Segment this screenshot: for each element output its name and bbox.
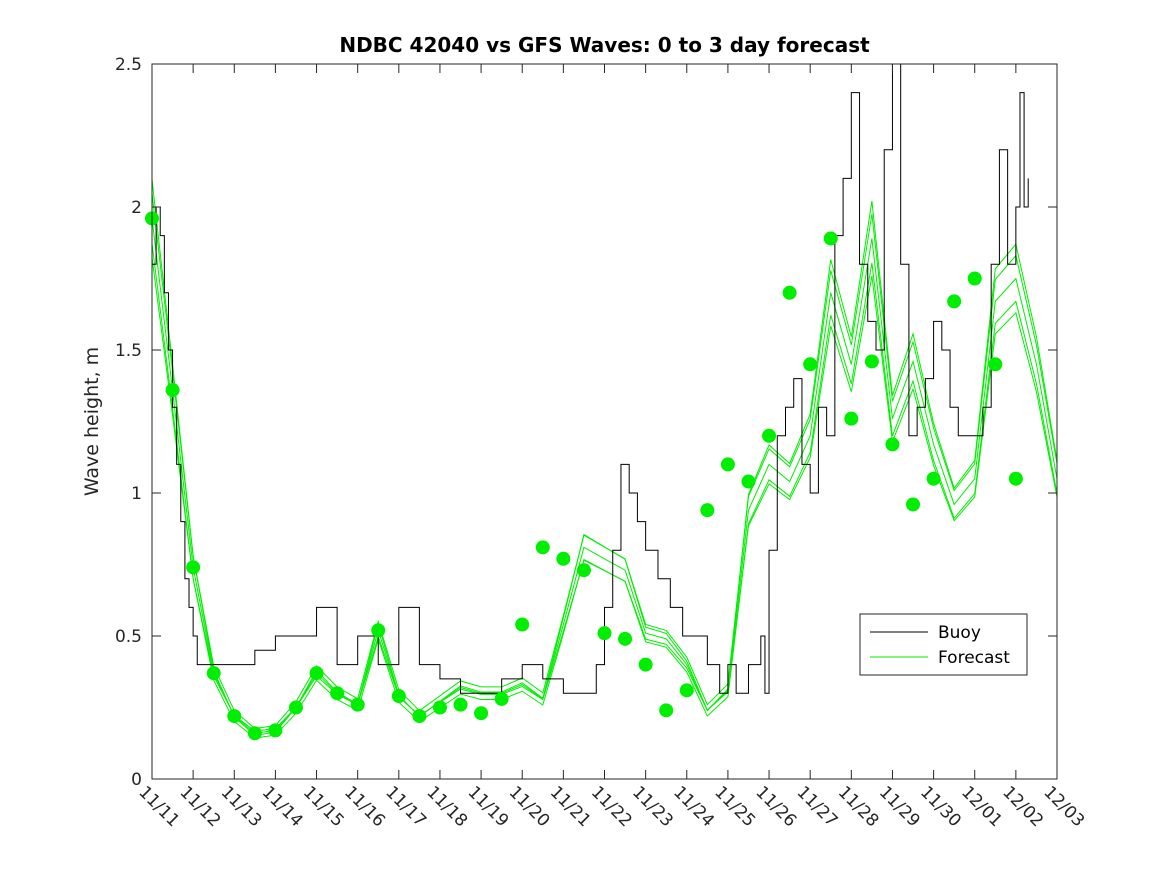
forecast-point [288, 700, 303, 715]
forecast-point [371, 623, 386, 638]
x-tick-label: 11/24 [669, 782, 718, 831]
x-tick-label: 11/20 [505, 782, 554, 831]
forecast-point [700, 503, 715, 518]
forecast-point [165, 383, 180, 398]
forecast-ensemble-line [151, 257, 1058, 732]
y-tick-label: 2.5 [115, 55, 142, 75]
forecast-point [330, 686, 345, 701]
x-tick-label: 12/02 [998, 782, 1047, 831]
x-tick-label: 11/13 [217, 782, 266, 831]
forecast-point [906, 497, 921, 512]
buoy-series-line [152, 63, 1029, 694]
forecast-point [844, 411, 859, 426]
forecast-ensemble-line [151, 179, 1058, 736]
forecast-point [947, 294, 962, 309]
x-tick-label: 11/14 [258, 782, 307, 831]
forecast-point [227, 709, 242, 724]
forecast-point [515, 617, 530, 632]
x-tick-label: 11/16 [340, 782, 389, 831]
forecast-point [350, 697, 365, 712]
forecast-point [576, 563, 591, 578]
chart-title: NDBC 42040 vs GFS Waves: 0 to 3 day fore… [339, 33, 870, 57]
forecast-point [597, 626, 612, 641]
forecast-point [432, 700, 447, 715]
x-tick-label: 11/26 [752, 782, 801, 831]
forecast-point [247, 726, 262, 741]
forecast-point [268, 723, 283, 738]
forecast-point [535, 540, 550, 555]
x-tick-label: 11/29 [875, 782, 924, 831]
forecast-point [391, 689, 406, 704]
x-tick-label: 11/11 [134, 782, 183, 831]
forecast-point [741, 474, 756, 489]
x-tick-label: 11/21 [546, 782, 595, 831]
forecast-point [453, 697, 468, 712]
forecast-point [926, 471, 941, 486]
forecast-point [638, 657, 653, 672]
y-tick-label: 1 [131, 484, 142, 504]
forecast-lines [151, 179, 1058, 739]
forecast-point [679, 683, 694, 698]
legend: Buoy Forecast [859, 613, 1028, 676]
x-tick-label: 12/03 [1039, 782, 1088, 831]
legend-box [859, 613, 1028, 676]
x-tick-label: 12/01 [957, 782, 1006, 831]
y-axis-label: Wave height, m [81, 347, 103, 496]
forecast-point [309, 666, 324, 681]
x-tick-label: 11/28 [834, 782, 883, 831]
x-tick-label: 11/27 [793, 782, 842, 831]
forecast-point [720, 457, 735, 472]
forecast-point [412, 709, 427, 724]
legend-label-forecast: Forecast [938, 648, 1010, 668]
x-tick-label: 11/23 [628, 782, 677, 831]
forecast-point [474, 706, 489, 721]
x-tick-label: 11/12 [176, 782, 225, 831]
axes: 00.511.522.511/1111/1211/1311/1411/1511/… [115, 55, 1088, 831]
forecast-point [186, 560, 201, 575]
x-tick-label: 11/22 [587, 782, 636, 831]
forecast-point [206, 666, 221, 681]
y-tick-label: 0.5 [115, 627, 142, 647]
x-tick-label: 11/30 [916, 782, 965, 831]
forecast-point [782, 285, 797, 300]
y-tick-label: 1.5 [115, 341, 142, 361]
x-tick-label: 11/17 [381, 782, 430, 831]
forecast-point [967, 271, 982, 286]
forecast-point [823, 231, 838, 246]
x-tick-label: 11/25 [710, 782, 759, 831]
forecast-point [988, 357, 1003, 372]
x-tick-label: 11/15 [299, 782, 348, 831]
forecast-point [494, 691, 509, 706]
forecast-point [803, 357, 818, 372]
forecast-point [659, 703, 674, 718]
forecast-point [1008, 471, 1023, 486]
forecast-point [762, 428, 777, 443]
legend-label-buoy: Buoy [938, 623, 981, 643]
y-tick-label: 0 [131, 770, 142, 790]
x-tick-label: 11/18 [422, 782, 471, 831]
x-tick-label: 11/19 [464, 782, 513, 831]
y-tick-label: 2 [131, 198, 142, 218]
buoy-line [152, 63, 1029, 694]
forecast-point [556, 551, 571, 566]
forecast-point [618, 631, 633, 646]
forecast-point [864, 354, 879, 369]
forecast-point [885, 437, 900, 452]
